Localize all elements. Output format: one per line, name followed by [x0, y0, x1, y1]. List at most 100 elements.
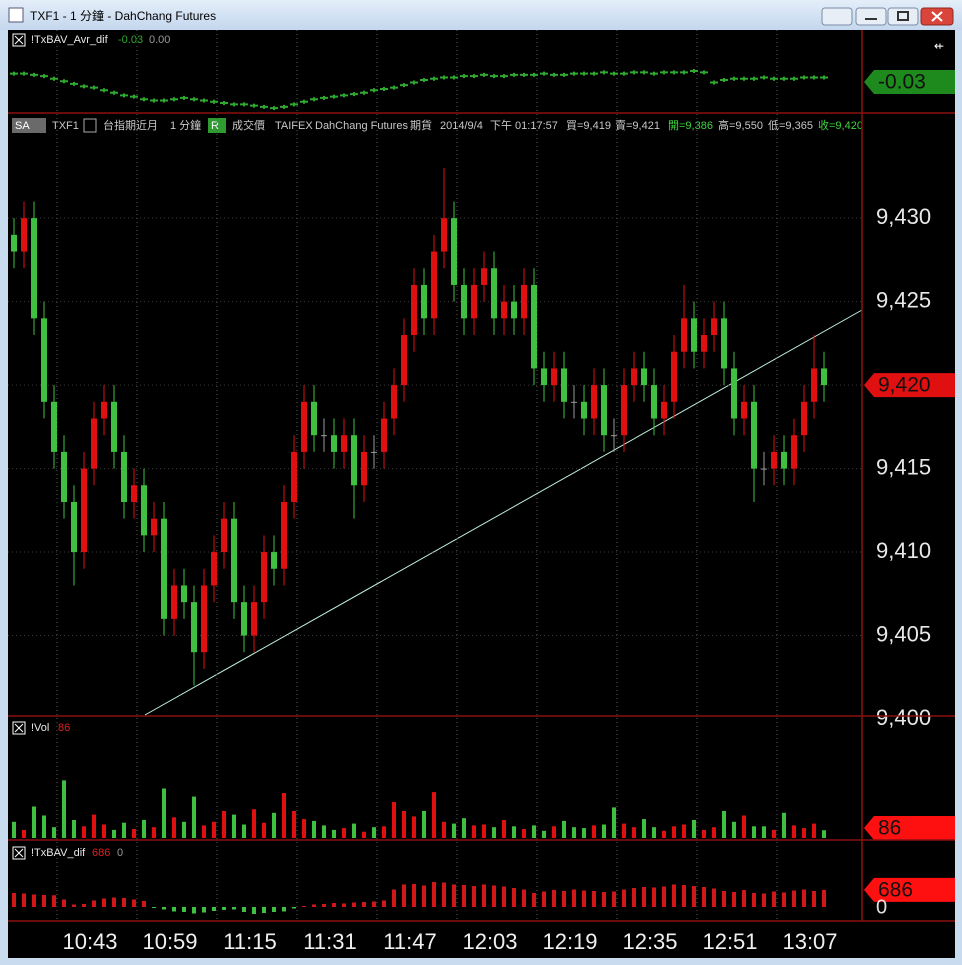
dif-bar [822, 889, 826, 907]
volume-bar [522, 829, 526, 838]
indicator-point [140, 97, 148, 102]
dif-bar [472, 886, 476, 907]
candle-body [81, 468, 87, 553]
volume-bar [442, 821, 446, 838]
indicator-point [770, 76, 778, 81]
dif-bar [52, 895, 56, 907]
r-box[interactable] [208, 118, 226, 133]
maximize-button[interactable] [887, 7, 919, 26]
volume-bar [562, 820, 566, 838]
indicator-point [800, 75, 808, 80]
header-item: 1 分鐘 [170, 118, 201, 132]
y-tick-label: 9,405 [876, 621, 931, 646]
volume-bar [412, 816, 416, 838]
volume-bar [82, 826, 86, 838]
volume-bar [592, 825, 596, 838]
volume-bar [402, 811, 406, 838]
dif-bar [312, 904, 316, 907]
volume-bar [542, 830, 546, 838]
app-icon [8, 7, 24, 23]
indicator-point [650, 71, 658, 76]
indicator-point [10, 71, 18, 76]
indicator-value: 86 [58, 722, 70, 734]
sa-box[interactable] [12, 118, 46, 133]
icon [897, 11, 909, 21]
indicator-point [720, 78, 728, 82]
indicator-point [190, 97, 198, 102]
candle-body [11, 234, 17, 252]
header-item: 開=9,386 [668, 119, 713, 132]
dif-bar [692, 886, 696, 907]
candle-body [561, 368, 567, 402]
volume-bar [652, 827, 656, 838]
volume-bar [392, 802, 396, 838]
volume-bar [552, 826, 556, 838]
x-tick-label: 11:47 [383, 929, 436, 954]
volume-bar [262, 822, 266, 838]
indicator-point [110, 90, 118, 95]
r-label: R [211, 120, 219, 132]
indicator-point [530, 72, 538, 77]
header-item: TAIFEX [275, 120, 313, 132]
window-buttons[interactable] [821, 7, 954, 26]
indicator-point [410, 80, 418, 85]
candle-body [491, 268, 497, 319]
indicator-point [160, 98, 168, 103]
dif-bar [772, 891, 776, 907]
volume-bar [782, 812, 786, 838]
volume-bar [752, 826, 756, 838]
volume-bar [622, 823, 626, 838]
candle-body [21, 218, 27, 252]
indicator-point [510, 72, 518, 77]
volume-bar [272, 812, 276, 838]
dif-bar [602, 892, 606, 907]
indicator-point [620, 71, 628, 76]
volume-bar [372, 827, 376, 838]
dif-bar [562, 891, 566, 907]
indicator-point [540, 71, 548, 76]
indicator-point [120, 93, 128, 98]
volume-bar [352, 823, 356, 838]
indicator-point [100, 88, 108, 93]
candle-body [551, 368, 557, 386]
indicator-point [430, 76, 438, 81]
indicator-point [70, 81, 78, 86]
candle-body [371, 451, 377, 453]
indicator-point [280, 104, 288, 109]
volume-bar [642, 819, 646, 838]
candle-body [731, 368, 737, 419]
indicator-point [330, 94, 338, 99]
candles [8, 168, 862, 686]
indicator-point [350, 92, 358, 97]
dif-bar [722, 891, 726, 907]
candle-body [381, 418, 387, 452]
volume-bar [802, 828, 806, 838]
volume-label-box [864, 816, 955, 840]
volume-bar [332, 829, 336, 838]
price-header: SA R TXF1 台指期近月 1 分鐘 成交價 TAIFEX DahChang Futu… [12, 118, 862, 133]
volume-bar [92, 814, 96, 838]
close-indicator[interactable] [12, 33, 26, 47]
menu-button[interactable] [821, 7, 853, 26]
panel-borders [8, 30, 955, 922]
volume-bar [452, 823, 456, 838]
dropdown[interactable] [83, 118, 97, 133]
x-tick-label: 12:03 [462, 929, 517, 954]
candle-body [401, 335, 407, 386]
y-tick-label: 9,430 [876, 204, 931, 229]
dif-bar [12, 893, 16, 907]
close-indicator[interactable] [12, 721, 26, 735]
minimize-button[interactable] [855, 7, 887, 26]
candle-body [521, 284, 527, 319]
dif-bar [812, 891, 816, 907]
panel-menu-icon[interactable]: ⇷ [934, 39, 944, 53]
indicator-point [370, 88, 378, 93]
dif-bar [62, 899, 66, 907]
icon [931, 11, 943, 22]
volume-bar [102, 824, 106, 838]
dif-bar [542, 891, 546, 907]
indicator-point [310, 97, 318, 102]
volume-bar [282, 793, 286, 838]
close-indicator[interactable] [12, 846, 26, 860]
dif-bar [502, 886, 506, 907]
